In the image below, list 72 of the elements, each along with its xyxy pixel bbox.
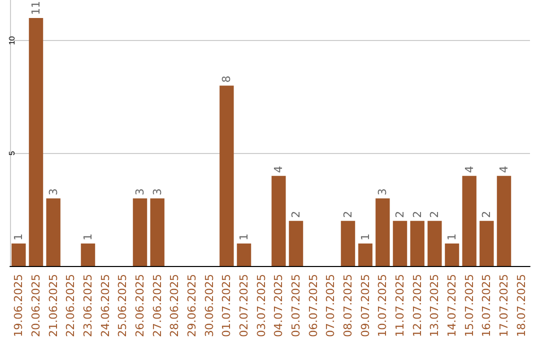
x-tick-label: 16.07.2025 <box>480 274 494 338</box>
x-tick-label: 24.06.2025 <box>98 274 112 338</box>
x-tick-label: 27.06.2025 <box>150 274 164 338</box>
data-label: 2 <box>410 210 424 218</box>
bar <box>272 176 286 266</box>
x-tick-label: 28.06.2025 <box>168 274 182 338</box>
bar <box>462 176 476 266</box>
x-tick-label: 23.06.2025 <box>82 274 94 338</box>
data-label: 8 <box>220 76 234 83</box>
x-tick-label: 12.07.2025 <box>410 274 424 338</box>
bar <box>358 243 372 266</box>
bar <box>236 243 252 266</box>
data-label: 3 <box>376 188 390 196</box>
x-tick-label: 09.07.2025 <box>358 274 372 338</box>
x-tick-label: 20.06.2025 <box>30 274 42 338</box>
bar <box>480 220 494 266</box>
bar <box>12 243 26 266</box>
x-tick-label: 17.07.2025 <box>498 274 510 338</box>
data-label: 11 <box>30 1 42 16</box>
bar <box>496 176 512 266</box>
data-label: 3 <box>150 188 164 196</box>
bar <box>220 86 234 266</box>
x-tick-label: 22.06.2025 <box>64 274 78 338</box>
x-tick-label: 21.06.2025 <box>46 274 60 338</box>
x-tick-label: 15.07.2025 <box>462 274 476 338</box>
bar <box>428 220 442 266</box>
x-tick-label: 18.07.2025 <box>514 274 528 338</box>
x-tick-label: 06.07.2025 <box>306 274 320 338</box>
x-tick-label: 04.07.2025 <box>272 274 286 338</box>
data-label: 3 <box>46 188 60 196</box>
x-tick-label: 13.07.2025 <box>428 274 442 338</box>
x-tick-label: 11.07.2025 <box>394 274 406 338</box>
x-tick-label: 01.07.2025 <box>220 274 234 338</box>
x-tick-label: 02.07.2025 <box>238 274 250 338</box>
x-tick-label: 30.06.2025 <box>202 274 216 338</box>
bar <box>46 198 60 266</box>
x-tick-label: 25.06.2025 <box>116 274 130 338</box>
data-label: 2 <box>428 210 442 218</box>
x-tick-label: 29.06.2025 <box>186 274 198 338</box>
bar <box>410 220 424 266</box>
data-label: 1 <box>446 233 458 240</box>
x-tick-label: 14.07.2025 <box>446 274 458 338</box>
bar <box>340 220 356 266</box>
bar <box>28 18 44 266</box>
data-label: 2 <box>480 210 494 218</box>
data-label: 2 <box>394 210 406 218</box>
data-label: 1 <box>82 233 94 240</box>
bar <box>288 220 304 266</box>
bar <box>376 198 390 266</box>
data-label: 3 <box>134 188 146 196</box>
x-tick-label: 03.07.2025 <box>254 274 268 338</box>
x-tick-label: 10.07.2025 <box>376 274 390 338</box>
bar <box>392 220 408 266</box>
data-label: 2 <box>290 210 302 218</box>
data-label: 1 <box>358 233 372 240</box>
bar <box>444 243 460 266</box>
data-label: 2 <box>342 210 354 218</box>
x-tick-label: 26.06.2025 <box>134 274 146 338</box>
bar <box>80 243 96 266</box>
bar <box>150 198 164 266</box>
data-label: 1 <box>238 233 250 240</box>
data-label: 1 <box>12 233 26 240</box>
data-label: 4 <box>462 166 476 173</box>
y-tick-label: 5 <box>8 150 16 156</box>
x-tick-label: 19.06.2025 <box>12 274 26 338</box>
x-tick-label: 05.07.2025 <box>290 274 302 338</box>
x-tick-label: 07.07.2025 <box>324 274 338 338</box>
data-label: 4 <box>272 166 286 173</box>
data-label: 4 <box>498 166 510 173</box>
x-tick-label: 08.07.2025 <box>342 274 354 338</box>
y-tick-label: 10 <box>8 36 16 46</box>
bar <box>132 198 148 266</box>
